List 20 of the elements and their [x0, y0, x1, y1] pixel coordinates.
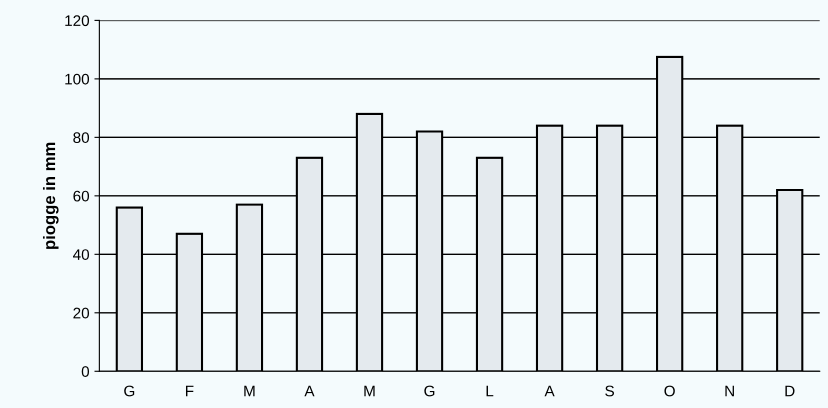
x-tick-label: D [785, 386, 794, 396]
x-tick-label: O [664, 386, 675, 396]
y-tick-label: 100 [65, 74, 90, 85]
x-tick-label: A [544, 386, 555, 396]
y-tick-label: 20 [73, 308, 90, 318]
x-tick-label: S [605, 386, 614, 396]
x-tick-label: M [364, 386, 375, 396]
y-tick-label: 80 [73, 132, 90, 144]
y-tick-label: 0 [82, 366, 90, 377]
y-tick-label: 60 [73, 190, 90, 202]
y-tick-label: 120 [65, 15, 90, 26]
x-tick-label: G [424, 386, 434, 396]
y-tick-label: 40 [72, 249, 90, 260]
y-axis-title: piogge in mm [42, 142, 59, 249]
x-tick-label: L [486, 386, 494, 396]
x-tick-label: A [304, 386, 315, 396]
x-tick-label: G [124, 386, 134, 396]
x-tick-label: M [244, 386, 255, 396]
x-tick-label: F [186, 386, 194, 396]
x-tick-label: N [725, 386, 734, 396]
